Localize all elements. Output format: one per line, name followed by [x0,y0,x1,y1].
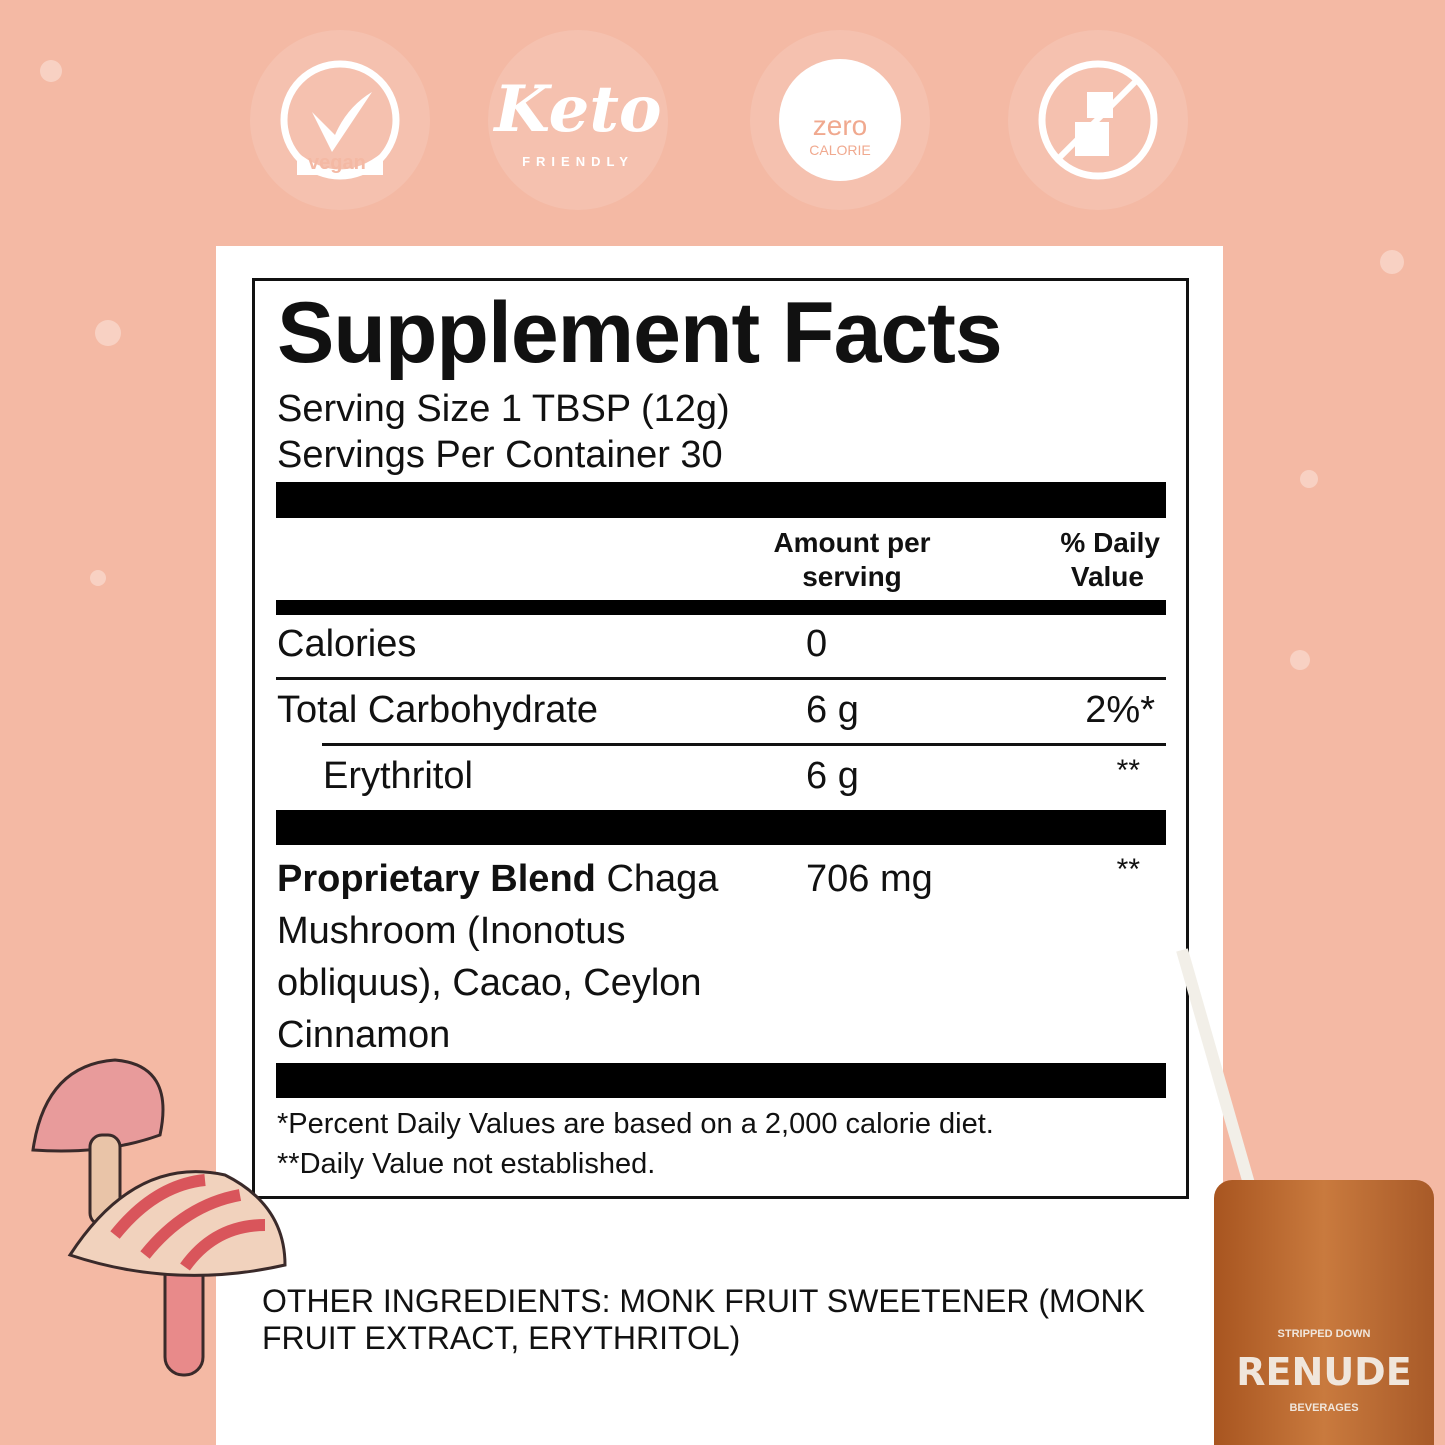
blend-amount: 706 mg [806,858,933,900]
brand-logo: RENUDE [1236,1350,1412,1394]
content-panel [216,246,1223,1445]
keto-badge: Keto FRIENDLY [488,30,668,210]
bg-dot [1300,470,1318,488]
thick-divider [276,810,1166,845]
amount-header: Amount per serving [773,527,931,592]
zero-calorie-scale-icon: zero CALORIE [779,59,901,181]
vegan-badge: vegan [250,30,430,210]
footnote-not-established: **Daily Value not established. [277,1148,656,1180]
proprietary-blend-row: Proprietary Blend Chaga Mushroom (Inonot… [277,858,719,1056]
vegan-text: vegan [308,152,366,174]
facts-title: Supplement Facts [277,285,1003,381]
keto-text: Keto [494,72,662,147]
brand-subtitle: BEVERAGES [1289,1402,1359,1414]
zero-text: zero [812,109,868,141]
serving-size: Serving Size 1 TBSP (12g) [277,388,730,430]
other-ingredients: OTHER INGREDIENTS: MONK FRUIT SWEETENER … [262,1283,1145,1356]
servings-per-container: Servings Per Container 30 [277,434,723,476]
zero-calorie-badge: zero CALORIE [750,30,930,210]
vegan-leaf-check-icon [280,60,400,180]
blend-dv: ** [1116,853,1140,886]
daily-value-header: % Daily Value [1060,527,1160,592]
mushroom-illustration [31,1058,287,1377]
supplement-facts-label [252,278,1189,1199]
bg-dot [90,570,106,586]
no-sugar-badge [1008,30,1188,210]
bg-dot [40,60,62,82]
calorie-text: CALORIE [809,141,871,158]
brand-tagline: STRIPPED DOWN [1277,1328,1371,1340]
iced-coffee-glass: STRIPPED DOWN RENUDE BEVERAGES [1214,1180,1434,1445]
thick-divider [276,482,1166,518]
footnote-dv: *Percent Daily Values are based on a 2,0… [277,1108,994,1140]
bg-dot [1290,650,1310,670]
row-divider [322,743,1166,746]
bg-dot [95,320,121,346]
row-divider [276,677,1166,680]
thick-divider [276,1063,1166,1098]
bg-dot [1380,250,1404,274]
friendly-text: FRIENDLY [522,154,634,169]
no-sugar-cubes-icon [1038,60,1158,180]
medium-divider [276,600,1166,615]
